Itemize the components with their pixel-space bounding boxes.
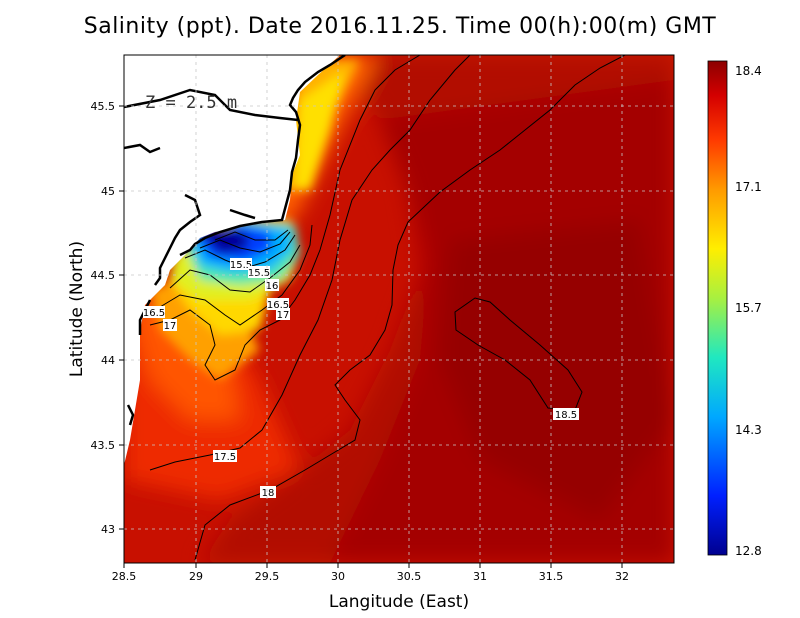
contour-label: 16.5 [267,298,289,311]
contour-label: 17 [276,308,290,321]
grid-lines [124,55,674,563]
svg-text:15.5: 15.5 [248,268,270,279]
svg-text:17: 17 [277,310,290,321]
svg-text:18: 18 [262,488,275,499]
y-tick-label: 44 [101,354,115,367]
x-axis-label: Langitude (East) [329,592,469,612]
svg-text:16.5: 16.5 [143,308,165,319]
y-tick-label: 45 [101,185,115,198]
contour-label: 17 [163,319,177,332]
y-tick-label: 43 [101,523,115,536]
svg-text:16.5: 16.5 [267,300,289,311]
contour-labels: 15.5 15.5 16 16.5 16.5 17 17 17.5 18 18.… [143,258,579,499]
coastline [124,55,346,426]
svg-text:18.5: 18.5 [555,410,577,421]
x-tick-label: 31.5 [539,570,564,583]
contour-label: 15.5 [230,258,252,271]
x-tick-label: 28.5 [112,570,137,583]
y-tick-label: 43.5 [91,439,116,452]
contour-label: 16 [265,279,279,292]
salinity-contours [149,55,626,561]
x-axis-ticks: 28.5 29 29.5 30 30.5 31 31.5 32 [112,563,629,583]
colorbar-tick: 18.4 [735,64,762,78]
y-axis-label: Latitude (North) [67,241,87,377]
x-tick-label: 29.5 [255,570,280,583]
colorbar-tick: 17.1 [735,180,762,194]
y-tick-label: 45.5 [91,100,116,113]
colorbar-tick: 15.7 [735,301,762,315]
land-mass [124,55,340,465]
contour-label: 18 [260,486,276,499]
contour-label: 16.5 [143,306,165,319]
svg-text:16: 16 [266,281,279,292]
depth-label: Z = 2.5 m [145,93,237,113]
svg-text:17: 17 [164,321,177,332]
y-axis-ticks: 43 43.5 44 44.5 45 45.5 [91,100,124,536]
x-tick-label: 31 [473,570,487,583]
x-tick-label: 30.5 [397,570,422,583]
colorbar-tick: 14.3 [735,423,762,437]
contour-label: 17.5 [213,450,237,463]
y-tick-label: 44.5 [91,269,116,282]
svg-text:15.5: 15.5 [230,260,252,271]
svg-text:17.5: 17.5 [214,452,236,463]
plot-frame [123,54,675,564]
colorbar-tick: 12.8 [735,544,762,558]
map-title: Salinity (ppt). Date 2016.11.25. Time 00… [83,14,717,39]
colorbar: 18.4 17.1 15.7 14.3 12.8 [707,60,762,558]
x-tick-label: 30 [331,570,345,583]
x-tick-label: 29 [189,570,203,583]
contour-label: 18.5 [553,408,579,421]
x-tick-label: 32 [615,570,629,583]
